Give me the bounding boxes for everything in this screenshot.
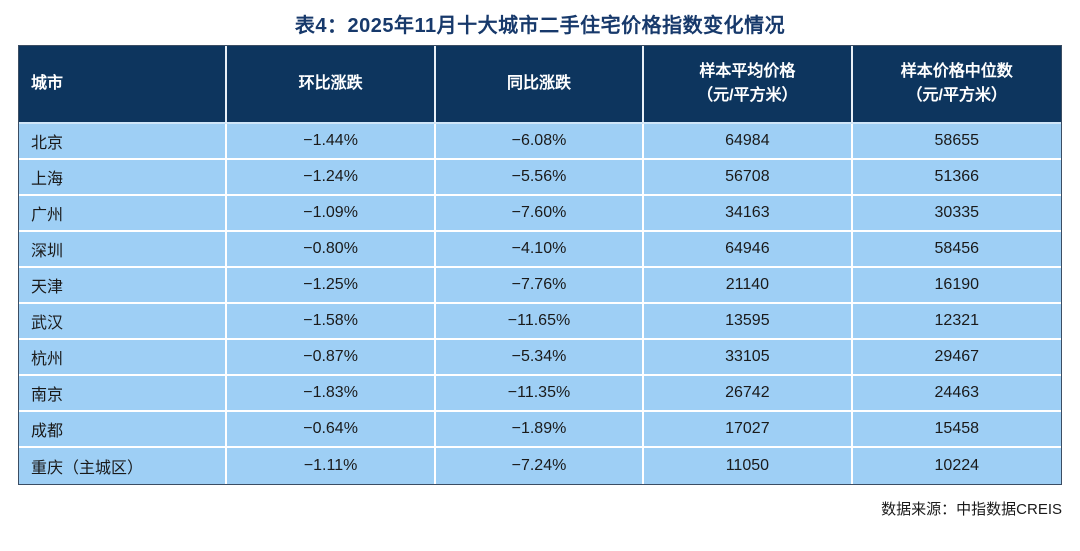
price-table-container: 城市 环比涨跌 同比涨跌 样本平均价格 （元/平方米） 样本价格中位数 （元/平: [18, 45, 1062, 485]
data-source-note: 数据来源：中指数据CREIS: [881, 501, 1062, 518]
table-row: 成都 −0.64% −1.89% 17027 15458: [19, 412, 1061, 448]
header-mom-label: 环比涨跌: [298, 75, 363, 92]
header-city-label: 城市: [31, 75, 64, 92]
table-row: 广州 −1.09% −7.60% 34163 30335: [19, 196, 1061, 232]
avg-price-cell: 26742: [644, 376, 853, 412]
avg-price-cell: 64946: [644, 232, 853, 268]
mom-change-cell: −1.11%: [227, 448, 436, 484]
mom-change-cell: −1.24%: [227, 160, 436, 196]
yoy-change-cell: −6.08%: [435, 124, 645, 160]
header-yoy-label: 同比涨跌: [506, 75, 571, 92]
mom-change-cell: −0.64%: [227, 412, 436, 448]
city-cell: 天津: [19, 268, 228, 304]
avg-price-cell: 13595: [644, 304, 853, 340]
yoy-change-cell: −7.24%: [435, 448, 645, 484]
yoy-change-cell: −1.89%: [435, 412, 645, 448]
median-price-cell: 10224: [852, 448, 1061, 484]
header-mom-change: 环比涨跌: [227, 46, 436, 124]
table-row: 上海 −1.24% −5.56% 56708 51366: [19, 160, 1061, 196]
city-cell: 武汉: [19, 304, 228, 340]
mom-change-cell: −1.25%: [227, 268, 436, 304]
city-cell: 广州: [19, 196, 228, 232]
avg-price-cell: 34163: [644, 196, 853, 232]
header-median-price-unit: （元/平方米）: [906, 87, 1007, 104]
yoy-change-cell: −5.56%: [435, 160, 645, 196]
table-row: 北京 −1.44% −6.08% 64984 58655: [19, 124, 1061, 160]
yoy-change-cell: −11.35%: [435, 376, 645, 412]
yoy-change-cell: −7.60%: [435, 196, 645, 232]
median-price-cell: 58456: [852, 232, 1061, 268]
yoy-change-cell: −7.76%: [435, 268, 645, 304]
city-cell: 上海: [19, 160, 228, 196]
mom-change-cell: −1.44%: [227, 124, 436, 160]
avg-price-cell: 11050: [644, 448, 853, 484]
table-body: 北京 −1.44% −6.08% 64984 58655 上海 −1.24% −…: [19, 124, 1061, 484]
header-avg-price-unit: （元/平方米）: [697, 87, 798, 104]
city-cell: 南京: [19, 376, 228, 412]
header-median-price: 样本价格中位数 （元/平方米）: [852, 46, 1061, 124]
mom-change-cell: −1.58%: [227, 304, 436, 340]
mom-change-cell: −0.87%: [227, 340, 436, 376]
city-cell: 成都: [19, 412, 228, 448]
header-row: 城市 环比涨跌 同比涨跌 样本平均价格 （元/平方米） 样本价格中位数 （元/平: [19, 46, 1061, 124]
table-row: 武汉 −1.58% −11.65% 13595 12321: [19, 304, 1061, 340]
header-avg-price: 样本平均价格 （元/平方米）: [644, 46, 853, 124]
price-table: 城市 环比涨跌 同比涨跌 样本平均价格 （元/平方米） 样本价格中位数 （元/平: [19, 46, 1061, 484]
median-price-cell: 16190: [852, 268, 1061, 304]
avg-price-cell: 64984: [644, 124, 853, 160]
median-price-cell: 51366: [852, 160, 1061, 196]
table-row: 天津 −1.25% −7.76% 21140 16190: [19, 268, 1061, 304]
yoy-change-cell: −4.10%: [435, 232, 645, 268]
table-row: 南京 −1.83% −11.35% 26742 24463: [19, 376, 1061, 412]
table-header: 城市 环比涨跌 同比涨跌 样本平均价格 （元/平方米） 样本价格中位数 （元/平: [19, 46, 1061, 124]
yoy-change-cell: −5.34%: [435, 340, 645, 376]
avg-price-cell: 56708: [644, 160, 853, 196]
median-price-cell: 30335: [852, 196, 1061, 232]
median-price-cell: 29467: [852, 340, 1061, 376]
header-median-price-label: 样本价格中位数: [900, 63, 1013, 80]
yoy-change-cell: −11.65%: [435, 304, 645, 340]
median-price-cell: 24463: [852, 376, 1061, 412]
mom-change-cell: −1.83%: [227, 376, 436, 412]
header-city: 城市: [19, 46, 228, 124]
median-price-cell: 15458: [852, 412, 1061, 448]
city-cell: 北京: [19, 124, 228, 160]
avg-price-cell: 33105: [644, 340, 853, 376]
table-row: 重庆（主城区） −1.11% −7.24% 11050 10224: [19, 448, 1061, 484]
header-yoy-change: 同比涨跌: [435, 46, 645, 124]
table-row: 深圳 −0.80% −4.10% 64946 58456: [19, 232, 1061, 268]
city-cell: 重庆（主城区）: [19, 448, 228, 484]
mom-change-cell: −0.80%: [227, 232, 436, 268]
header-avg-price-label: 样本平均价格: [699, 63, 796, 80]
avg-price-cell: 17027: [644, 412, 853, 448]
mom-change-cell: −1.09%: [227, 196, 436, 232]
avg-price-cell: 21140: [644, 268, 853, 304]
city-cell: 杭州: [19, 340, 228, 376]
table-row: 杭州 −0.87% −5.34% 33105 29467: [19, 340, 1061, 376]
median-price-cell: 12321: [852, 304, 1061, 340]
city-cell: 深圳: [19, 232, 228, 268]
page-title: 表4：2025年11月十大城市二手住宅价格指数变化情况: [294, 15, 786, 37]
median-price-cell: 58655: [852, 124, 1061, 160]
